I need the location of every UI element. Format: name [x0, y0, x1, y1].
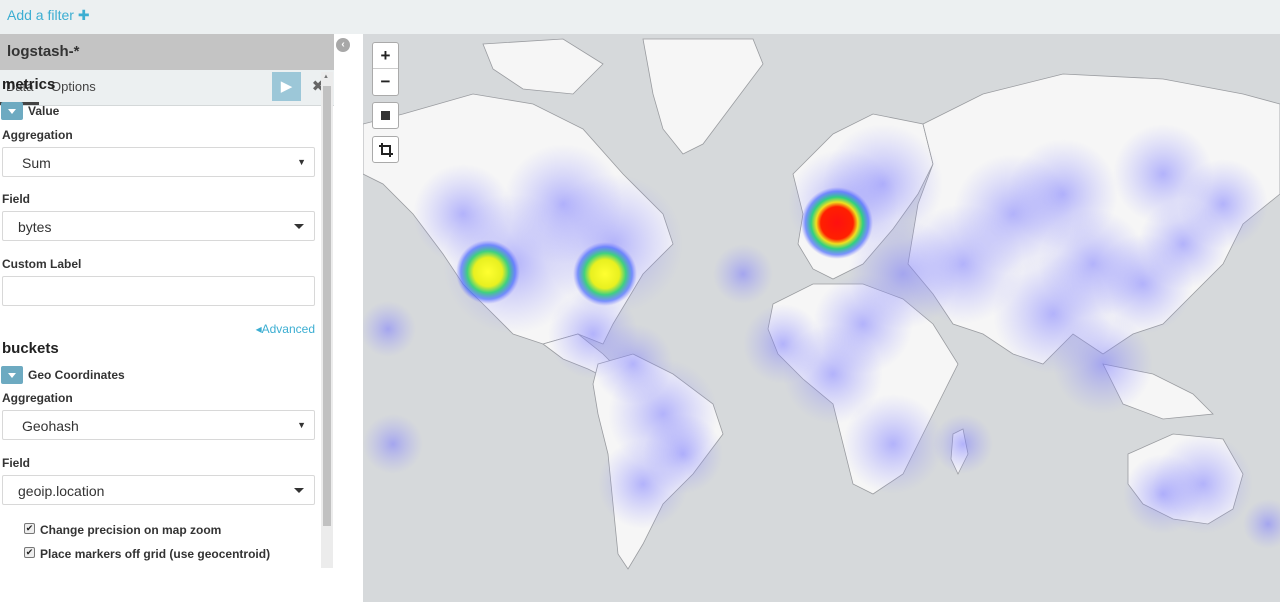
editor-sidebar: logstash-* Data Options ▶ ✖ [0, 34, 334, 602]
precision-checkbox[interactable]: ✔ [24, 523, 35, 534]
metric-field-select[interactable]: bytes [2, 211, 315, 241]
geocentroid-option-label: Place markers off grid (use geocentroid) [40, 547, 271, 561]
square-icon [381, 111, 390, 120]
apply-changes-button[interactable]: ▶ [272, 72, 301, 101]
metric-aggregation-label: Aggregation [2, 128, 73, 142]
play-icon: ▶ [280, 78, 293, 95]
metric-field-value: bytes [18, 219, 52, 235]
bucket-field-value: geoip.location [18, 483, 105, 499]
caret-down-icon [294, 224, 304, 229]
metric-agg-title: Value [28, 104, 60, 118]
sidebar-scrollbar[interactable]: ▲ [321, 72, 333, 568]
metrics-heading: metrics [2, 76, 56, 93]
select-arrow-icon: ▼ [297, 420, 306, 430]
plus-icon: ✚ [77, 7, 90, 23]
advanced-toggle[interactable]: ◂Advanced [256, 322, 315, 336]
bucket-field-select[interactable]: geoip.location [2, 475, 315, 505]
metric-field-label: Field [2, 192, 31, 206]
tab-options[interactable]: Options [51, 79, 96, 94]
heat-hotspot-east [573, 242, 637, 306]
index-pattern-title: logstash-* [0, 34, 334, 70]
metric-aggregation-select[interactable]: Sum ▼ [2, 147, 315, 177]
map-container[interactable]: + − [363, 34, 1280, 602]
bucket-aggregation-label: Aggregation [2, 391, 73, 405]
editor-body: metrics Value Aggregation Sum ▼ Field by… [0, 72, 320, 568]
collapse-sidebar-icon[interactable]: ‹ [336, 38, 350, 52]
caret-left-icon: ◂ [255, 322, 262, 336]
heat-hotspot-west [456, 240, 520, 304]
zoom-control: + − [372, 42, 399, 96]
precision-option-label: Change precision on map zoom [40, 523, 222, 537]
select-arrow-icon: ▼ [297, 157, 306, 167]
zoom-in-button[interactable]: + [373, 43, 398, 69]
chevron-down-icon[interactable] [1, 102, 23, 120]
bucket-field-label: Field [2, 456, 31, 470]
metric-aggregation-value: Sum [22, 155, 51, 171]
filter-bar: Add a filter ✚ [0, 0, 1280, 34]
draw-rectangle-button[interactable] [372, 102, 399, 129]
heatmap-layer [363, 124, 1280, 549]
chevron-down-icon[interactable] [1, 366, 23, 384]
custom-label-input[interactable] [2, 276, 315, 306]
heat-hotspot-europe [801, 187, 873, 259]
geocentroid-checkbox[interactable]: ✔ [24, 547, 35, 558]
advanced-label: Advanced [261, 322, 315, 336]
bucket-aggregation-value: Geohash [22, 418, 79, 434]
add-filter-link[interactable]: Add a filter ✚ [7, 7, 90, 24]
bucket-agg-title: Geo Coordinates [28, 368, 125, 382]
caret-down-icon [294, 488, 304, 493]
scrollbar-thumb[interactable] [323, 86, 331, 526]
crop-icon [379, 143, 393, 157]
add-filter-label: Add a filter [7, 7, 74, 23]
buckets-heading: buckets [2, 340, 59, 357]
fit-bounds-button[interactable] [372, 136, 399, 163]
bucket-aggregation-select[interactable]: Geohash ▼ [2, 410, 315, 440]
scroll-up-icon[interactable]: ▲ [323, 74, 329, 80]
world-map [363, 38, 1280, 570]
zoom-out-button[interactable]: − [380, 72, 391, 91]
custom-label-label: Custom Label [2, 257, 82, 271]
sidebar-gutter: ‹ [334, 34, 363, 602]
